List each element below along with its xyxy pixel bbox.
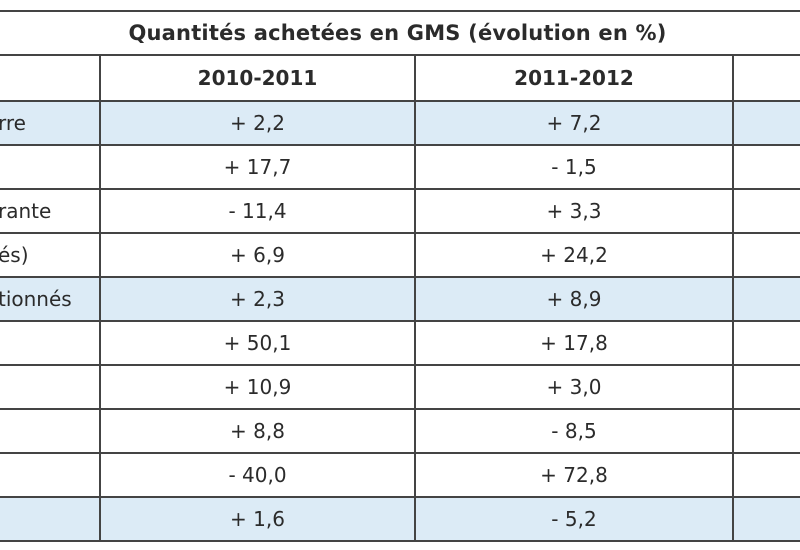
cell-next-period xyxy=(732,322,800,364)
row-label: tionnés xyxy=(0,287,72,311)
table-row: és) + 6,9 + 24,2 xyxy=(0,234,800,278)
cell-2011-2012: - 1,5 xyxy=(414,146,732,188)
table-row: rante - 11,4 + 3,3 xyxy=(0,190,800,234)
cell-2010-2011: + 6,9 xyxy=(99,234,414,276)
cell-2011-2012: + 3,0 xyxy=(414,366,732,408)
cell-next-period xyxy=(732,102,800,144)
row-label-cell xyxy=(0,410,99,452)
table-header-row: 2010-2011 2011-2012 xyxy=(0,56,800,102)
table-row: rre + 2,2 + 7,2 xyxy=(0,102,800,146)
table-row: + 8,8- 8,5 xyxy=(0,410,800,454)
cell-2011-2012: - 8,5 xyxy=(414,410,732,452)
cell-next-period xyxy=(732,366,800,408)
cell-2011-2012: + 72,8 xyxy=(414,454,732,496)
row-label: rre xyxy=(0,111,26,135)
cell-next-period xyxy=(732,278,800,320)
header-cell-label xyxy=(0,56,99,100)
row-label-cell: rre xyxy=(0,102,99,144)
cell-next-period xyxy=(732,454,800,496)
cell-next-period xyxy=(732,234,800,276)
cell-next-period xyxy=(732,410,800,452)
row-label-cell xyxy=(0,498,99,540)
cell-2011-2012: + 8,9 xyxy=(414,278,732,320)
cell-2011-2012: - 5,2 xyxy=(414,498,732,540)
row-label: rante xyxy=(0,199,52,223)
cell-2010-2011: - 40,0 xyxy=(99,454,414,496)
row-label-cell xyxy=(0,322,99,364)
cell-2011-2012: + 3,3 xyxy=(414,190,732,232)
cell-2011-2012: + 7,2 xyxy=(414,102,732,144)
table-row: + 10,9 + 3,0 xyxy=(0,366,800,410)
row-label-cell xyxy=(0,366,99,408)
row-label-cell xyxy=(0,454,99,496)
row-label-cell: rante xyxy=(0,190,99,232)
row-label-cell: és) xyxy=(0,234,99,276)
table-row: + 50,1 + 17,8 xyxy=(0,322,800,366)
cell-2010-2011: + 2,2 xyxy=(99,102,414,144)
cell-2010-2011: + 1,6 xyxy=(99,498,414,540)
header-cell-2011-2012: 2011-2012 xyxy=(414,56,732,100)
cell-2010-2011: + 2,3 xyxy=(99,278,414,320)
header-cell-next xyxy=(732,56,800,100)
cell-2010-2011: - 11,4 xyxy=(99,190,414,232)
cell-2011-2012: + 24,2 xyxy=(414,234,732,276)
cell-2010-2011: + 10,9 xyxy=(99,366,414,408)
cell-next-period xyxy=(732,190,800,232)
table-title-row: Quantités achetées en GMS (évolution en … xyxy=(0,10,800,56)
header-cell-2010-2011: 2010-2011 xyxy=(99,56,414,100)
cell-2010-2011: + 17,7 xyxy=(99,146,414,188)
cell-2011-2012: + 17,8 xyxy=(414,322,732,364)
table-row: + 17,7- 1,5 xyxy=(0,146,800,190)
row-label-cell: tionnés xyxy=(0,278,99,320)
row-label-cell xyxy=(0,146,99,188)
cell-next-period xyxy=(732,498,800,540)
cell-2010-2011: + 8,8 xyxy=(99,410,414,452)
table-row: - 40,0 + 72,8 xyxy=(0,454,800,498)
cell-next-period xyxy=(732,146,800,188)
row-label: és) xyxy=(0,243,29,267)
table-row: + 1,6- 5,2 xyxy=(0,498,800,542)
table-row: tionnés + 2,3 + 8,9 xyxy=(0,278,800,322)
cell-2010-2011: + 50,1 xyxy=(99,322,414,364)
table-title: Quantités achetées en GMS (évolution en … xyxy=(128,21,667,45)
